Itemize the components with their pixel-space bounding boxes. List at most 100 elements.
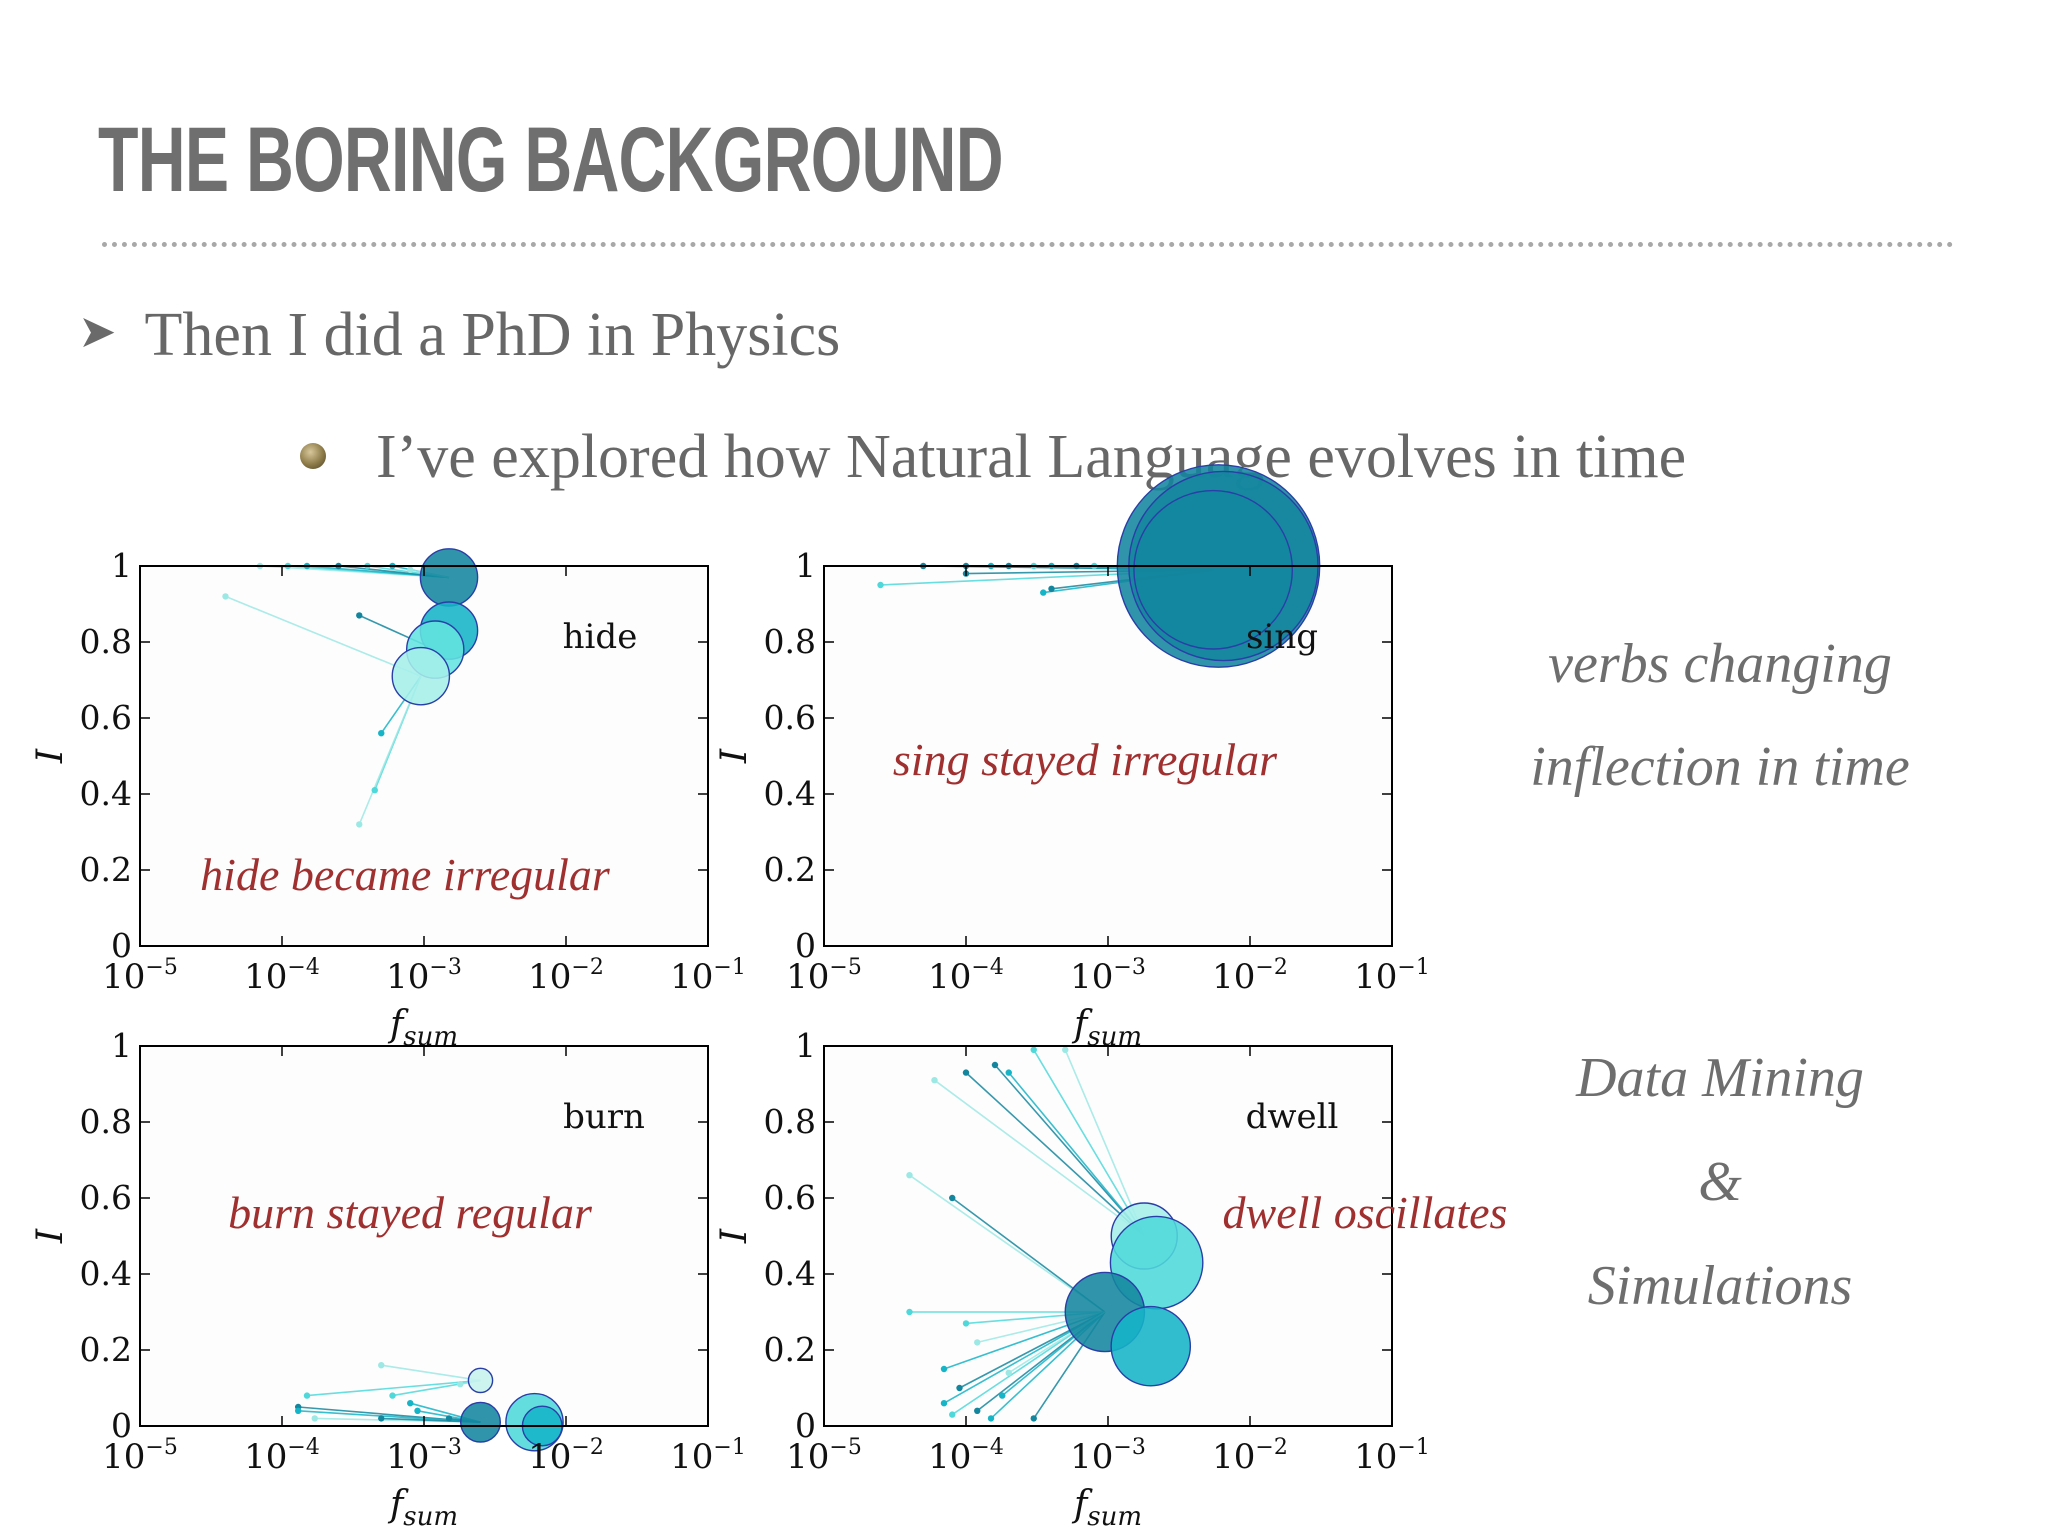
connection-line (225, 595, 422, 677)
x-tick-label: 10−4 (244, 955, 320, 997)
x-tick-label: 10−1 (1354, 955, 1430, 997)
y-axis-label: I (714, 748, 755, 764)
word-label: sing (1246, 617, 1318, 657)
data-point (378, 1362, 385, 1369)
y-tick-label: 0.8 (764, 1102, 816, 1141)
x-tick-label: 10−3 (1070, 955, 1146, 997)
connection-line (1033, 1049, 1145, 1237)
x-tick-label: 10−3 (386, 955, 462, 997)
data-point (949, 1194, 956, 1202)
x-tick-label: 10−5 (786, 1435, 862, 1477)
data-point (222, 593, 229, 600)
data-point (407, 566, 414, 573)
slide-title: THE BORING BACKGROUND (98, 109, 1004, 211)
y-tick-label: 0 (111, 1406, 132, 1445)
x-tick-label: 10−3 (386, 1435, 462, 1477)
chart-annotation: dwell oscillates (1223, 1187, 1508, 1238)
x-tick-label: 10−3 (1070, 1435, 1146, 1477)
data-point (962, 1320, 970, 1327)
data-point (1062, 1046, 1069, 1054)
plot-background (824, 1046, 1392, 1426)
x-axis-label: fsum (387, 1484, 458, 1532)
y-axis-label: I (30, 748, 71, 764)
data-point (974, 1339, 981, 1346)
y-tick-label: 0.4 (80, 1254, 132, 1293)
chart-annotation: burn stayed regular (228, 1187, 593, 1238)
data-point (414, 1407, 421, 1415)
data-point (906, 1172, 913, 1179)
x-tick-label: 10−4 (928, 1435, 1004, 1477)
data-bubble (419, 548, 479, 607)
side-note-line1: verbs changing (1548, 633, 1892, 695)
y-tick-label: 0.2 (80, 850, 132, 889)
data-point (1005, 1369, 1012, 1377)
side-note-line5: Simulations (1587, 1255, 1853, 1317)
data-point (940, 1400, 948, 1407)
data-bubble (1110, 1305, 1192, 1387)
connection-line (381, 1364, 481, 1382)
x-axis-label: fsum (1071, 1484, 1142, 1532)
chart-annotation: hide became irregular (200, 849, 611, 900)
word-label: dwell (1246, 1097, 1339, 1137)
y-tick-label: 1 (795, 546, 816, 585)
data-point (1030, 1046, 1037, 1054)
data-point (457, 1381, 464, 1388)
y-tick-label: 0.6 (80, 1178, 132, 1217)
y-tick-label: 0.8 (80, 622, 132, 661)
bullet-level2-text: I’ve explored how Natural Language evolv… (376, 423, 1687, 491)
data-point (407, 1400, 414, 1407)
y-tick-label: 1 (111, 546, 132, 585)
y-axis-label: I (30, 1228, 71, 1244)
y-tick-label: 0.4 (80, 774, 132, 813)
x-tick-label: 10−4 (928, 955, 1004, 997)
connection-line (994, 1064, 1145, 1237)
data-point (294, 1407, 302, 1415)
x-tick-label: 10−5 (102, 1435, 178, 1477)
y-axis-label: I (714, 1228, 755, 1244)
arrow-bullet-icon: ➤ (78, 304, 117, 358)
data-point (356, 612, 363, 619)
y-tick-label: 0.2 (80, 1330, 132, 1369)
x-axis-label: fsum (1071, 1004, 1142, 1052)
data-bubble (391, 646, 451, 706)
round-bullet-icon (300, 443, 326, 469)
x-tick-label: 10−5 (102, 955, 178, 997)
side-note-line3: Data Mining (1576, 1047, 1864, 1109)
x-tick-label: 10−2 (528, 1435, 604, 1477)
data-point (1048, 585, 1055, 592)
side-note-line2: inflection in time (1530, 736, 1910, 798)
chart-dwell: 10−5 10−4 10−3 10−2 10−1 0 0.2 0.4 0.6 0.8 1 fsum Id… (714, 1026, 1507, 1532)
x-tick-label: 10−2 (528, 955, 604, 997)
data-point (987, 1415, 995, 1422)
data-point (999, 1392, 1006, 1399)
data-point (956, 1384, 963, 1392)
data-point (974, 1407, 981, 1415)
connection-line (965, 1072, 1145, 1237)
x-tick-label: 10−4 (244, 1435, 320, 1477)
data-point (931, 1077, 938, 1084)
word-label: hide (563, 617, 638, 657)
connection-line (1008, 1072, 1145, 1237)
data-point (949, 1411, 956, 1418)
y-tick-label: 0.6 (764, 1178, 816, 1217)
data-point (445, 1415, 453, 1422)
bullet-level1-text: Then I did a PhD in Physics (144, 301, 841, 369)
chart-annotation: sing stayed irregular (893, 734, 1278, 785)
data-point (371, 787, 378, 794)
y-tick-label: 0.2 (764, 1330, 816, 1369)
x-axis-label: fsum (387, 1004, 458, 1052)
y-tick-label: 0.8 (764, 622, 816, 661)
data-point (303, 1392, 311, 1399)
connection-line (306, 1379, 481, 1397)
data-point (356, 821, 363, 828)
side-note-line4: & (1698, 1151, 1742, 1213)
y-tick-label: 0.4 (764, 774, 816, 813)
y-tick-label: 0.4 (764, 1254, 816, 1293)
y-tick-label: 0.6 (80, 698, 132, 737)
x-tick-label: 10−1 (670, 1435, 746, 1477)
chart-sing: 10−5 10−4 10−3 10−2 10−1 0 0.2 0.4 0.6 0.8 1 fsum Is… (714, 464, 1430, 1052)
y-tick-label: 0.6 (764, 698, 816, 737)
y-tick-label: 0 (795, 926, 816, 965)
y-tick-label: 0 (111, 926, 132, 965)
